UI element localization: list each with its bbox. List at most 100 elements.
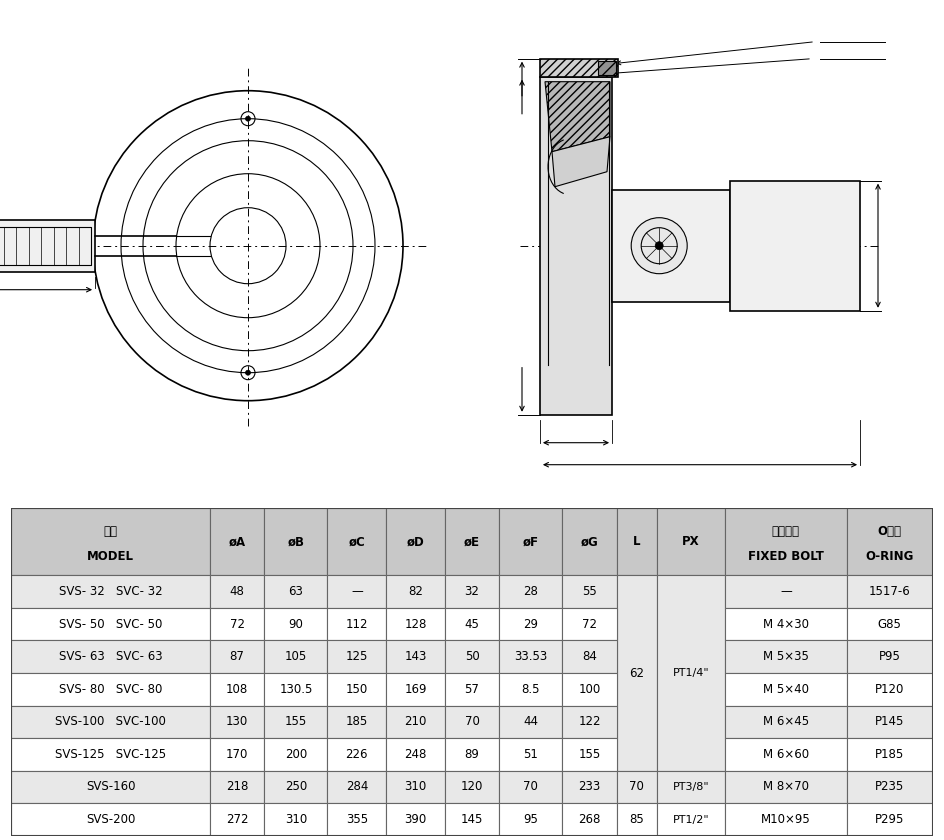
Bar: [445, 608, 499, 640]
Bar: [264, 640, 328, 673]
Text: 185: 185: [346, 716, 368, 728]
Bar: [264, 575, 328, 608]
Text: 32: 32: [464, 585, 480, 598]
Text: øD: øD: [407, 535, 425, 549]
Bar: [328, 575, 386, 608]
Text: 50: 50: [464, 650, 480, 664]
Bar: [847, 508, 933, 575]
Text: 70: 70: [630, 780, 645, 794]
Text: 45: 45: [464, 617, 480, 631]
Text: øB: øB: [287, 535, 304, 549]
Bar: [847, 803, 933, 836]
Text: 72: 72: [229, 617, 244, 631]
Bar: [725, 803, 847, 836]
Bar: [11, 640, 211, 673]
Bar: [11, 738, 211, 770]
Bar: [499, 673, 563, 706]
Text: 105: 105: [285, 650, 307, 664]
Text: SVS- 50   SVC- 50: SVS- 50 SVC- 50: [59, 617, 162, 631]
Polygon shape: [552, 137, 610, 186]
Bar: [445, 803, 499, 836]
Bar: [386, 575, 445, 608]
Bar: [328, 738, 386, 770]
Text: 250: 250: [285, 780, 307, 794]
Bar: [847, 575, 933, 608]
Text: 390: 390: [404, 813, 427, 826]
Text: 130: 130: [226, 716, 248, 728]
Bar: [540, 59, 618, 76]
Text: 70: 70: [464, 716, 480, 728]
Bar: [725, 508, 847, 575]
Text: M 6×45: M 6×45: [763, 716, 809, 728]
Text: 72: 72: [582, 617, 597, 631]
Text: 226: 226: [346, 748, 368, 761]
Polygon shape: [545, 81, 610, 152]
Bar: [0, 220, 95, 271]
Bar: [386, 738, 445, 770]
Text: 218: 218: [226, 780, 248, 794]
Text: P120: P120: [875, 683, 904, 696]
Bar: [211, 608, 264, 640]
Bar: [499, 770, 563, 803]
Text: 100: 100: [579, 683, 600, 696]
Text: 85: 85: [630, 813, 644, 826]
Text: 155: 155: [579, 748, 600, 761]
Text: PT1/4": PT1/4": [673, 668, 709, 678]
Bar: [386, 608, 445, 640]
Bar: [563, 575, 616, 608]
Bar: [445, 575, 499, 608]
Text: 33.53: 33.53: [514, 650, 548, 664]
Text: øC: øC: [348, 535, 365, 549]
Bar: [445, 508, 499, 575]
Bar: [847, 706, 933, 738]
Bar: [445, 640, 499, 673]
Bar: [328, 508, 386, 575]
Text: 310: 310: [404, 780, 427, 794]
Bar: [499, 508, 563, 575]
Bar: [598, 60, 616, 75]
Text: FIXED BOLT: FIXED BOLT: [748, 550, 824, 563]
Text: 8.5: 8.5: [521, 683, 540, 696]
Bar: [211, 706, 264, 738]
Bar: [563, 640, 616, 673]
Bar: [264, 608, 328, 640]
Bar: [11, 508, 211, 575]
Bar: [540, 76, 612, 415]
Text: 固定螺絲: 固定螺絲: [772, 525, 800, 538]
Bar: [725, 575, 847, 608]
Bar: [563, 608, 616, 640]
Text: O型環: O型環: [878, 525, 902, 538]
Bar: [725, 770, 847, 803]
Bar: [264, 803, 328, 836]
Text: MODEL: MODEL: [87, 550, 134, 563]
Bar: [499, 738, 563, 770]
Text: P295: P295: [875, 813, 904, 826]
Bar: [657, 508, 725, 575]
Bar: [386, 803, 445, 836]
Bar: [386, 770, 445, 803]
Bar: [657, 770, 725, 803]
Bar: [563, 770, 616, 803]
Bar: [725, 738, 847, 770]
Text: M 5×40: M 5×40: [763, 683, 809, 696]
Text: P145: P145: [875, 716, 904, 728]
Text: SVS-100   SVC-100: SVS-100 SVC-100: [56, 716, 166, 728]
Bar: [499, 640, 563, 673]
Bar: [11, 706, 211, 738]
Text: 155: 155: [285, 716, 307, 728]
Text: 28: 28: [523, 585, 538, 598]
Text: 200: 200: [285, 748, 307, 761]
Text: 62: 62: [630, 666, 645, 680]
Text: 268: 268: [579, 813, 600, 826]
Text: P235: P235: [875, 780, 904, 794]
Bar: [211, 640, 264, 673]
Circle shape: [245, 370, 250, 375]
Text: SVS-125   SVC-125: SVS-125 SVC-125: [55, 748, 166, 761]
Bar: [264, 673, 328, 706]
Text: 310: 310: [285, 813, 307, 826]
Text: 170: 170: [226, 748, 248, 761]
Bar: [563, 738, 616, 770]
Text: P185: P185: [875, 748, 904, 761]
Text: L: L: [633, 535, 641, 549]
Text: M 8×70: M 8×70: [763, 780, 809, 794]
